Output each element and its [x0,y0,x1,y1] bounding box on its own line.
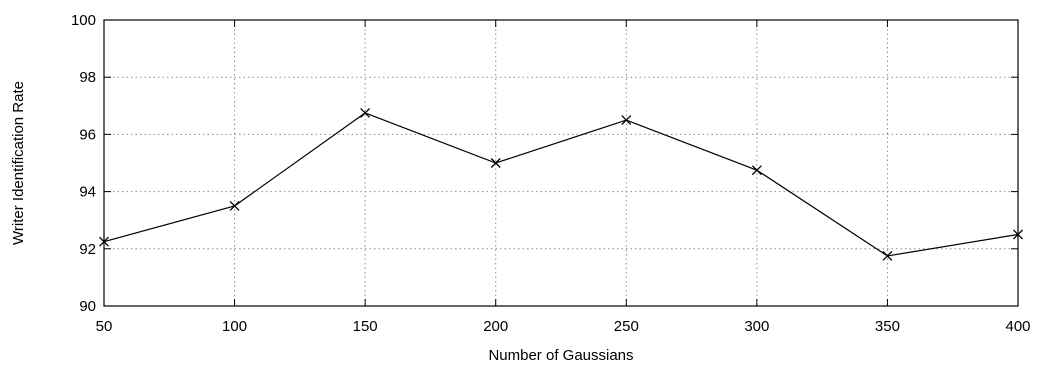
x-tick-label: 200 [483,318,508,335]
x-tick-label: 100 [222,318,247,335]
y-tick-label: 94 [79,184,96,201]
data-point [229,200,240,211]
data-point [751,165,762,176]
point-marker-stroke [360,107,371,118]
tick-labels: 90 92 94 96 98 100 50 100 150 200 250 300 350 400 [71,12,1031,335]
x-tick-label: 300 [744,318,769,335]
y-tick-label: 100 [71,12,96,29]
y-tick-label: 98 [79,69,96,86]
data-point [882,250,893,261]
x-tick-label: 150 [353,318,378,335]
point-marker-stroke [1013,229,1023,240]
x-tick-label: 250 [614,318,639,335]
point-marker-stroke [490,158,501,168]
y-tick-label: 96 [79,126,96,143]
y-axis-label: Writer Identification Rate [10,81,27,245]
data-point [99,236,109,247]
x-axis-label: Number of Gaussians [488,347,633,364]
point-marker-stroke [229,200,240,211]
point-marker-stroke [751,165,762,176]
x-tick-label: 400 [1005,318,1030,335]
data-point [490,158,501,168]
x-tick-label: 50 [96,318,113,335]
data-point [360,107,371,118]
plot-frame [103,19,1019,307]
data-series [99,107,1023,261]
grid-lines [104,20,1018,306]
series-line [103,112,1019,257]
axis-ticks [103,19,1019,307]
point-marker-stroke [99,236,109,247]
data-point [1013,229,1023,240]
data-point [621,115,632,126]
y-tick-label: 92 [79,241,96,258]
point-marker-stroke [882,250,893,261]
y-tick-label: 90 [79,298,96,315]
x-tick-label: 350 [875,318,900,335]
point-marker-stroke [621,115,632,126]
